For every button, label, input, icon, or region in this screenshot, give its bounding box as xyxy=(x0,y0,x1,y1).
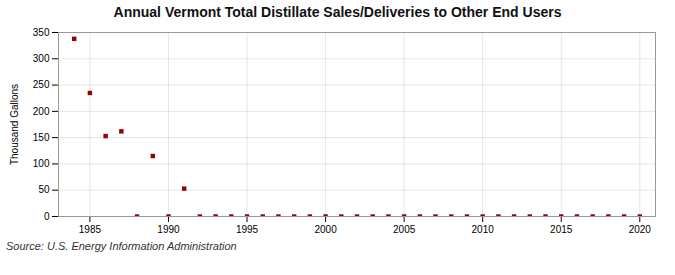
svg-text:50: 50 xyxy=(38,184,50,195)
svg-text:250: 250 xyxy=(33,79,50,90)
svg-text:350: 350 xyxy=(33,27,50,38)
html-text:Source: U.S. Energy Informatio: Source: U.S. Energy Information Administ… xyxy=(6,240,237,252)
svg-text:300: 300 xyxy=(33,53,50,64)
svg-text:2005: 2005 xyxy=(393,224,416,235)
svg-text:200: 200 xyxy=(33,106,50,117)
svg-text:2010: 2010 xyxy=(472,224,495,235)
svg-text:2020: 2020 xyxy=(629,224,652,235)
svg-text:2000: 2000 xyxy=(314,224,337,235)
svg-text:1995: 1995 xyxy=(236,224,259,235)
svg-text:150: 150 xyxy=(33,132,50,143)
svg-text:1985: 1985 xyxy=(79,224,102,235)
svg-text:100: 100 xyxy=(33,158,50,169)
svg-text:Thousand Gallons: Thousand Gallons xyxy=(9,84,20,165)
html-text:Annual Vermont Total Distillat: Annual Vermont Total Distillate Sales/De… xyxy=(113,4,562,20)
svg-text:1990: 1990 xyxy=(157,224,180,235)
svg-text:0: 0 xyxy=(44,211,50,222)
svg-text:2015: 2015 xyxy=(550,224,573,235)
